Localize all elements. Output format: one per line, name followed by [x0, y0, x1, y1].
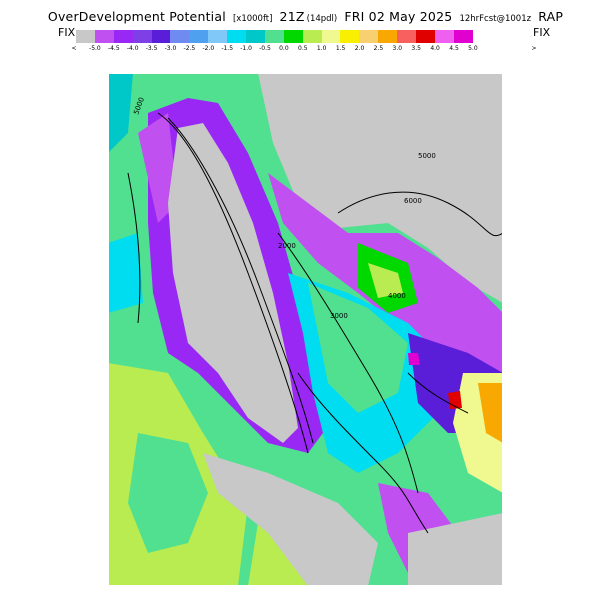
title-prefix: OverDevelopment Potential [47, 9, 226, 24]
field-grey-ridge [168, 123, 298, 443]
colorbar-swatch [113, 30, 133, 43]
colorbar-swatch [170, 30, 190, 43]
colorbar-swatch [264, 30, 284, 43]
colorbar-swatch [434, 30, 454, 43]
contour-line [127, 172, 141, 324]
colorbar-swatch [76, 30, 95, 43]
contour-line [297, 372, 429, 534]
title-level: (14pdl) [306, 14, 338, 24]
contour-line [407, 372, 469, 414]
contour-line [277, 232, 419, 494]
colorbar-tick-label: 2.0 [354, 45, 365, 52]
title-valid-time: 21Z [279, 9, 305, 24]
colorbar-swatch [189, 30, 209, 43]
colorbar-swatch [340, 30, 360, 43]
contour-label: 3000 [330, 312, 348, 320]
field-teal-nw [108, 73, 133, 153]
colorbar-tick-label: -2.0 [202, 45, 215, 52]
contour-label: 5000 [418, 152, 436, 160]
colorbar [76, 30, 473, 43]
contour-line [337, 191, 503, 237]
colorbar-tick-label: -3.0 [164, 45, 177, 52]
colorbar-swatch [283, 30, 303, 43]
colorbar-tick-label: 5.0 [468, 45, 478, 52]
colorbar-right-label: FIX [533, 26, 551, 39]
title-units: [x1000ft] [232, 14, 273, 24]
contour-label: 6000 [404, 197, 422, 205]
colorbar-tick-label: -5.0 [89, 45, 101, 52]
map-title: OverDevelopment Potential [x1000ft] 21Z … [0, 6, 611, 24]
colorbar-tick-label: -1.0 [240, 45, 252, 52]
colorbar-swatch [208, 30, 228, 43]
colorbar-tick-label: 3.5 [411, 45, 421, 52]
colorbar-tick-label: -4.5 [107, 45, 120, 52]
colorbar-tick-label: 3.0 [392, 45, 403, 52]
colorbar-swatch [416, 30, 435, 43]
colorbar-swatch [302, 30, 322, 43]
colorbar-tick-label: 2.5 [373, 45, 384, 52]
field-grey-s [203, 453, 378, 586]
colorbar-swatch [397, 30, 417, 43]
contour-lines [127, 112, 503, 534]
field-green-sw [128, 433, 208, 553]
colorbar-tick-label: 0.5 [298, 45, 308, 52]
colorbar-swatch [94, 30, 114, 43]
colorbar-tick-label: -0.5 [259, 45, 271, 52]
title-model: RAP [538, 9, 564, 24]
colorbar-tick-label: -4.0 [126, 45, 139, 52]
field-magenta-e [408, 353, 420, 365]
field-grey-ne [258, 73, 503, 303]
colorbar-swatch [321, 30, 341, 43]
field-lime-n [368, 263, 403, 298]
colorbar-swatch [132, 30, 152, 43]
colorbar-swatch [246, 30, 265, 43]
colorbar-ticks: < > -5.0 -4.5 -4.0 -3.5 -3.0 -2.5 -2.0 -1.5 -1.0… [66, 45, 542, 57]
contour-line [167, 117, 314, 444]
field-orange-e [478, 383, 503, 443]
colorbar-swatch [359, 30, 379, 43]
contour-line [157, 112, 309, 454]
field-violet-nw [138, 113, 178, 223]
colorbar-tick-label: -2.5 [183, 45, 196, 52]
colorbar-over-symbol: > [531, 45, 537, 52]
colorbar-swatch [151, 30, 171, 43]
colorbar-tick-label: 1.5 [335, 45, 346, 52]
colorbar-tick-label: 4.5 [449, 45, 459, 52]
contour-label: 2000 [278, 242, 296, 250]
forecast-map: 5000 5000 6000 2000 3000 4000 [108, 73, 503, 586]
colorbar-swatch [378, 30, 398, 43]
title-date: FRI 02 May 2025 [344, 9, 453, 24]
colorbar-tick-label: 0.0 [279, 45, 289, 52]
field-cyan-w [108, 233, 143, 313]
colorbar-tick-label: 1.0 [316, 45, 327, 52]
title-forecast: 12hrFcst@1001z [459, 14, 532, 24]
colorbar-left-label: FIX [58, 26, 76, 39]
colorbar-tick-label: -1.5 [221, 45, 234, 52]
colorbar-swatch [227, 30, 247, 43]
colorbar-under-symbol: < [71, 45, 77, 52]
contour-label: 4000 [388, 292, 406, 300]
colorbar-swatch [453, 30, 473, 43]
field-grey-se [408, 513, 503, 586]
colorbar-tick-label: 4.0 [430, 45, 440, 52]
colorbar-tick-label: -3.5 [145, 45, 158, 52]
map-frame [108, 73, 503, 586]
